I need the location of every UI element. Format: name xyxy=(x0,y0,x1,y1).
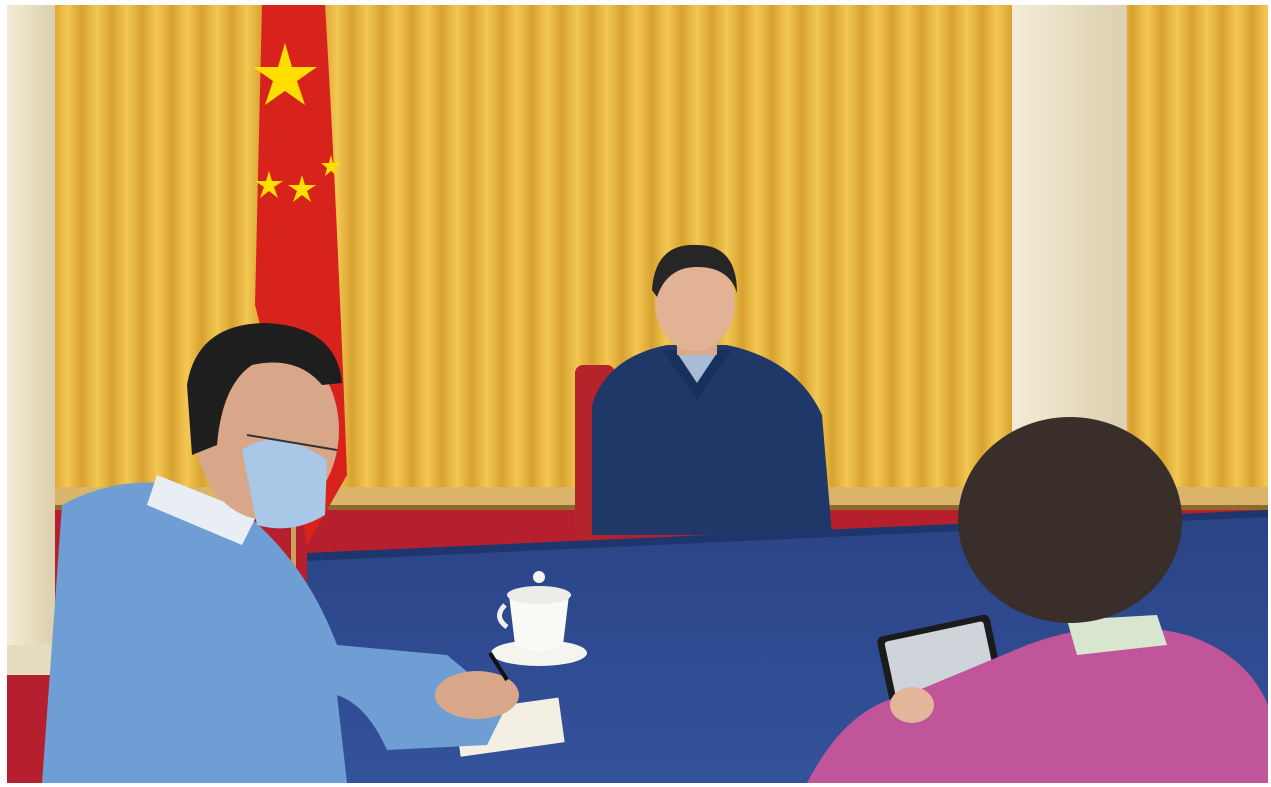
flag-star-large xyxy=(253,43,317,105)
pen xyxy=(488,651,509,682)
man-blue-hoodie xyxy=(42,323,519,783)
pillar-right xyxy=(1012,5,1127,445)
tea-cup xyxy=(491,571,587,666)
pillar-left xyxy=(7,5,55,665)
seated-man xyxy=(592,244,832,535)
woman-pink-hoodie xyxy=(807,417,1268,783)
flag-star-small-3 xyxy=(321,155,341,176)
flag-star-small-2 xyxy=(288,175,316,202)
photo-frame xyxy=(7,5,1268,783)
flag-star-small-1 xyxy=(255,171,283,198)
photo-scene xyxy=(7,5,1268,783)
